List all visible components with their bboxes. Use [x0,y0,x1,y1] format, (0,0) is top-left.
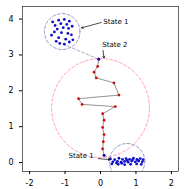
svg-text:2: 2 [8,86,13,95]
svg-text:State 1: State 1 [103,18,128,26]
svg-text:1: 1 [8,122,13,131]
svg-text:State 2: State 2 [102,41,127,49]
svg-text:0: 0 [98,179,103,188]
svg-text:2: 2 [169,179,174,188]
svg-text:-1: -1 [61,179,69,188]
svg-text:4: 4 [8,15,13,24]
svg-text:3: 3 [8,50,13,59]
svg-text:1: 1 [133,179,138,188]
svg-text:0: 0 [8,158,13,167]
svg-text:State 1: State 1 [69,152,94,160]
svg-text:-2: -2 [26,179,34,188]
